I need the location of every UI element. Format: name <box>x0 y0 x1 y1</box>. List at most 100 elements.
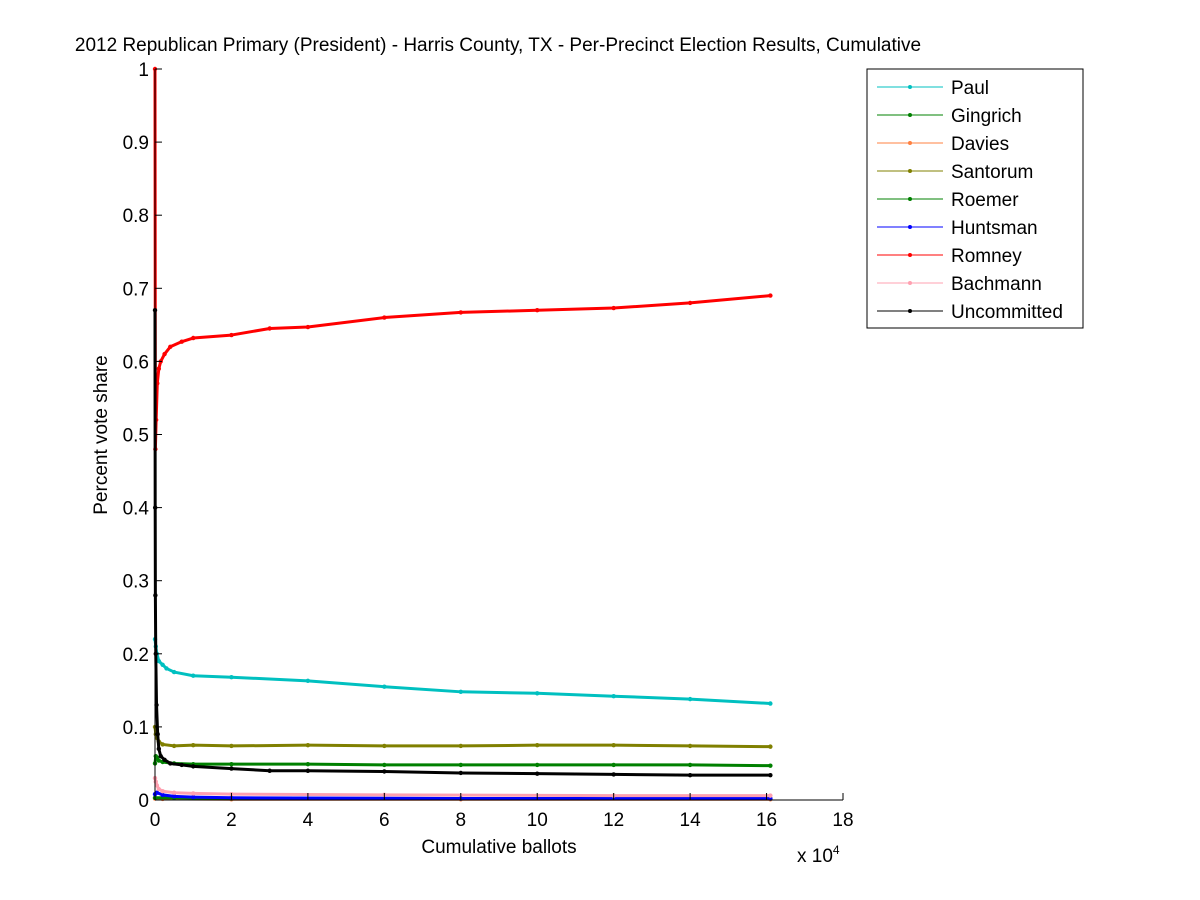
data-point <box>382 769 387 774</box>
data-point <box>458 762 463 768</box>
data-point <box>155 732 160 737</box>
data-point <box>156 366 162 371</box>
data-point <box>535 742 540 748</box>
x-tick-label: 2 <box>226 810 237 831</box>
data-point <box>382 743 387 749</box>
series-line <box>153 777 771 798</box>
x-axis-label: Cumulative ballots <box>421 837 576 858</box>
x-axis-multiplier: x 104 <box>797 843 840 867</box>
data-point <box>768 763 773 768</box>
y-ticks: 0 0.1 0.2 0.3 0.4 0.5 0.6 0.7 0.8 0.9 1 <box>123 60 162 812</box>
data-point <box>156 758 162 763</box>
series-line <box>153 310 771 777</box>
data-point <box>687 743 693 749</box>
x-multiplier-exponent: 4 <box>833 843 840 857</box>
legend-swatch-marker <box>908 169 912 173</box>
legend-swatch-marker <box>908 141 912 145</box>
data-point <box>611 772 616 777</box>
y-tick-label: 0.2 <box>123 645 149 666</box>
legend-item-romney: Romney <box>877 246 1022 267</box>
data-point <box>229 766 234 771</box>
data-point <box>382 762 387 768</box>
data-point <box>191 335 196 341</box>
legend-item-santorum: Santorum <box>877 162 1033 183</box>
legend-item-huntsman: Huntsman <box>877 218 1038 239</box>
legend-item-bachmann: Bachmann <box>877 274 1042 295</box>
legend-swatch-marker <box>908 113 912 117</box>
series-romney <box>152 66 773 452</box>
data-point <box>458 743 463 749</box>
x-multiplier-base: x 10 <box>797 846 833 867</box>
data-point <box>229 674 234 680</box>
legend-swatch-marker <box>908 85 912 89</box>
data-point <box>768 701 773 706</box>
data-point <box>305 678 311 684</box>
data-point <box>156 658 162 664</box>
x-tick-label: 16 <box>756 810 777 831</box>
chart-title: 2012 Republican Primary (President) - Ha… <box>75 35 921 56</box>
data-point <box>305 761 311 767</box>
data-point <box>179 762 184 768</box>
legend-swatch-marker <box>908 225 912 229</box>
series-paul <box>152 636 773 706</box>
x-tick-label: 6 <box>379 810 390 831</box>
series-santorum <box>152 724 773 749</box>
legend-label: Paul <box>951 78 989 99</box>
x-tick-label: 4 <box>303 810 314 831</box>
y-tick-label: 0.9 <box>123 133 149 154</box>
x-tick-label: 8 <box>455 810 466 831</box>
y-tick-label: 0.8 <box>123 206 149 227</box>
x-tick-label: 14 <box>680 810 702 831</box>
data-point <box>168 344 173 349</box>
series-gingrich <box>152 753 773 768</box>
legend-swatch-marker <box>908 197 912 201</box>
y-tick-label: 0.5 <box>123 426 149 447</box>
legend: Paul Gingrich Davies Santorum Roemer Huntsman… <box>866 68 1084 329</box>
series-uncommitted <box>152 308 773 778</box>
data-point <box>158 753 163 759</box>
legend-label: Santorum <box>951 162 1033 183</box>
data-point <box>160 662 165 667</box>
y-axis-label: Percent vote share <box>91 355 112 514</box>
legend-item-paul: Paul <box>877 78 989 99</box>
series-line <box>153 68 771 451</box>
data-point <box>162 351 167 357</box>
data-point <box>171 669 177 675</box>
series-layer <box>152 66 773 802</box>
data-point <box>611 693 616 699</box>
data-point <box>768 293 773 298</box>
data-point <box>305 324 311 330</box>
data-point <box>305 768 311 773</box>
y-tick-label: 0.1 <box>123 718 149 739</box>
data-point <box>164 666 169 671</box>
series-line <box>153 726 771 749</box>
legend-item-roemer: Roemer <box>877 190 1019 211</box>
data-point <box>458 689 463 695</box>
data-point <box>611 762 616 768</box>
legend-item-gingrich: Gingrich <box>877 106 1022 127</box>
legend-item-uncommitted: Uncommitted <box>877 302 1063 323</box>
data-point <box>687 762 693 768</box>
y-tick-label: 0.6 <box>123 352 149 373</box>
legend-label: Roemer <box>951 190 1019 211</box>
data-point <box>162 757 167 762</box>
series-bachmann <box>152 775 773 798</box>
data-point <box>687 772 693 778</box>
legend-swatch-marker <box>908 309 912 313</box>
data-point <box>191 791 196 796</box>
x-tick-label: 0 <box>150 810 161 831</box>
y-tick-label: 0 <box>138 791 149 812</box>
data-point <box>768 744 773 749</box>
legend-label: Davies <box>951 134 1009 155</box>
data-point <box>171 790 177 795</box>
x-tick-label: 18 <box>832 810 853 831</box>
data-point <box>160 789 165 794</box>
data-point <box>535 762 540 768</box>
legend-swatch-marker <box>908 281 912 285</box>
data-point <box>229 332 234 338</box>
series-line <box>153 639 771 706</box>
data-point <box>267 768 272 773</box>
data-point <box>179 339 184 344</box>
data-point <box>382 684 387 689</box>
legend-label: Gingrich <box>951 106 1022 127</box>
